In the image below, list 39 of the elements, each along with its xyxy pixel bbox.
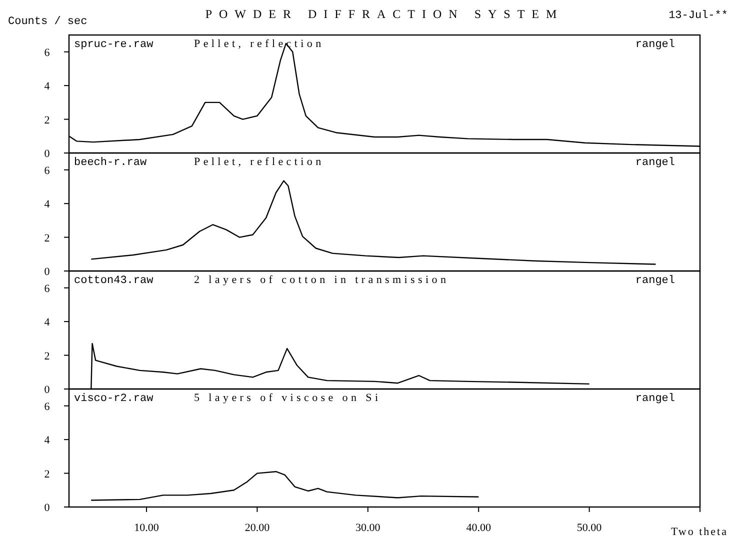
annotation: rangel	[635, 393, 675, 405]
x-tick-label: 50.00	[576, 522, 602, 534]
y-tick-label: 6	[44, 282, 50, 295]
annotation: Pellet, reflection	[194, 156, 324, 168]
y-axis-title: Counts / sec	[8, 16, 88, 28]
y-tick-label: 2	[44, 114, 50, 126]
annotation: 5 layers of viscose on Si	[194, 392, 382, 404]
y-tick-label: 0	[44, 148, 50, 160]
x-tick-label: 30.00	[356, 522, 381, 534]
x-tick-label: 10.00	[134, 522, 160, 534]
line-series	[90, 471, 480, 501]
y-tick-label: 4	[44, 80, 50, 93]
y-tick-label: 6	[44, 164, 50, 177]
x-axis-title: Two theta	[670, 526, 728, 538]
annotation: rangel	[635, 39, 675, 51]
y-tick-label: 4	[44, 434, 50, 447]
y-tick-label: 2	[44, 232, 50, 244]
y-tick-label: 0	[44, 502, 50, 514]
annotation: Pellet, reflection	[194, 38, 324, 50]
text: 13-Jul-**	[668, 10, 728, 22]
annotation: beech-r.raw	[74, 157, 148, 169]
annotation: cotton43.raw	[74, 275, 154, 287]
y-tick-label: 4	[44, 198, 50, 211]
chart-title: POWDER DIFFRACTION SYSTEM	[205, 7, 564, 21]
annotation: 2 layers of cotton in transmission	[194, 274, 450, 286]
annotation: spruc-re.raw	[74, 39, 154, 51]
x-tick-label: 20.00	[244, 522, 270, 534]
y-tick-label: 4	[44, 316, 50, 329]
y-tick-label: 2	[44, 350, 50, 362]
annotation: visco-r2.raw	[74, 393, 154, 405]
annotation: rangel	[635, 157, 675, 169]
y-tick-label: 2	[44, 468, 50, 480]
y-tick-label: 6	[44, 400, 50, 413]
x-tick-label: 40.00	[466, 522, 492, 534]
line-series	[90, 180, 656, 265]
y-tick-label: 0	[44, 384, 50, 396]
y-tick-label: 6	[44, 46, 50, 59]
annotation: rangel	[635, 275, 675, 287]
y-tick-label: 0	[44, 266, 50, 278]
